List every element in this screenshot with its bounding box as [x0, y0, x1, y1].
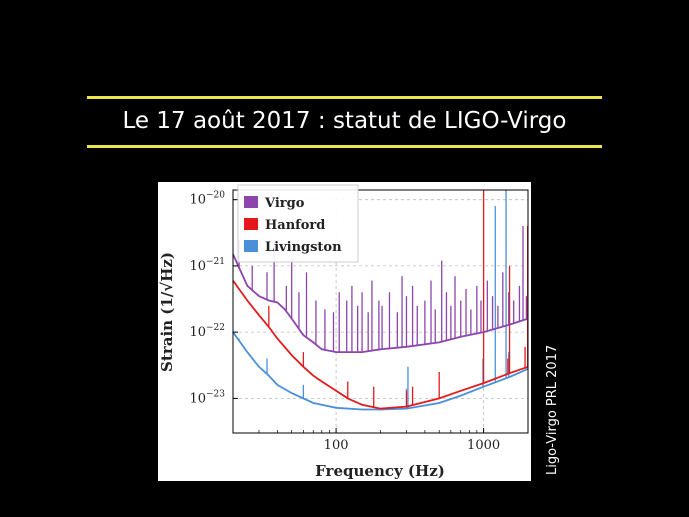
legend: Virgo Hanford Livingston [237, 184, 359, 263]
x-tick-label: 1000 [467, 438, 500, 453]
axis-ticks: 100 1000 10−20 10−21 10−22 10−23 [189, 191, 529, 453]
y-tick-label: 10−22 [189, 323, 225, 340]
legend-swatch-hanford [244, 218, 258, 230]
credit-text: Ligo-Virgo PRL 2017 [545, 344, 560, 475]
livingston-curve [232, 331, 529, 411]
x-axis-label: Frequency (Hz) [315, 462, 445, 480]
y-tick-label: 10−21 [189, 257, 225, 274]
legend-label-livingston: Livingston [265, 240, 342, 255]
strain-chart: 100 1000 10−20 10−21 10−22 10−23 Frequency (H… [158, 184, 529, 480]
y-tick-label: 10−20 [189, 191, 225, 208]
y-tick-label: 10−23 [189, 389, 225, 406]
legend-label-hanford: Hanford [265, 218, 325, 233]
noise-spectrum-figure: 100 1000 10−20 10−21 10−22 10−23 Frequency (H… [158, 182, 531, 481]
legend-label-virgo: Virgo [264, 196, 305, 211]
legend-swatch-livingston [244, 240, 258, 252]
legend-swatch-virgo [244, 196, 258, 208]
slide-title: Le 17 août 2017 : statut de LIGO-Virgo [122, 108, 567, 134]
bottom-yellow-rule [87, 145, 602, 148]
hanford-curve [232, 280, 529, 410]
y-axis-label: Strain (1/√Hz) [158, 252, 176, 372]
top-yellow-rule [87, 96, 602, 99]
x-tick-label: 100 [324, 438, 349, 453]
